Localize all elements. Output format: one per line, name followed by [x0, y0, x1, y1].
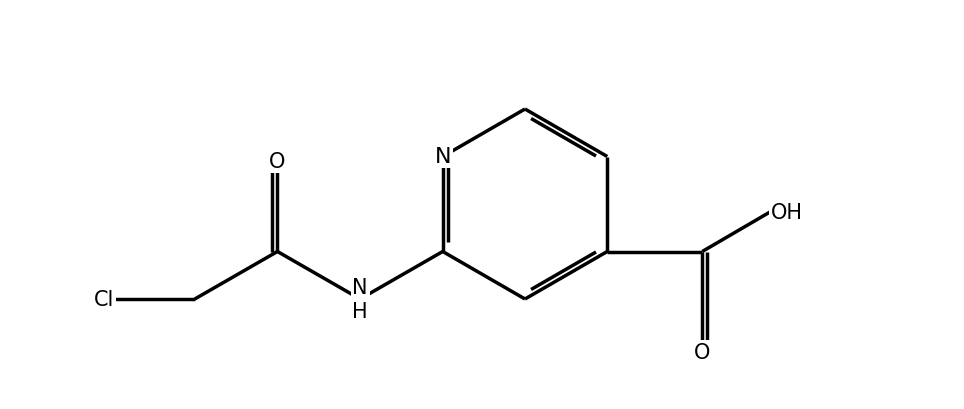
Text: O: O	[694, 342, 710, 362]
Text: Cl: Cl	[94, 289, 115, 309]
Text: N
H: N H	[352, 278, 368, 321]
Text: O: O	[269, 152, 285, 172]
Text: N: N	[435, 147, 451, 167]
Text: OH: OH	[770, 202, 803, 222]
